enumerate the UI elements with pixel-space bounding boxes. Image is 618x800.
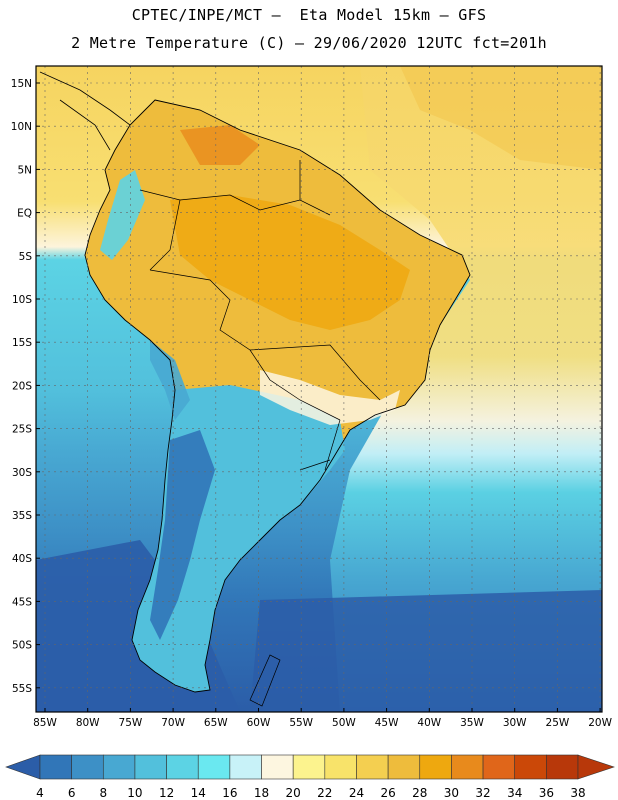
colorbar-label: 34 — [507, 786, 522, 800]
colorbar-label: 12 — [159, 786, 174, 800]
colorbar-box — [166, 754, 199, 780]
central-andes-cool — [150, 340, 190, 420]
lat-label: 45S — [12, 596, 32, 608]
colorbar-box — [514, 754, 547, 780]
latitude-labels: 15N 10N 5N EQ 5S 10S 15S 20S 25S 30S 35S 40S 45S 50S 5… — [11, 78, 40, 695]
longitude-labels: 85W 80W 75W 70W 65W 60W 55W 50W 45W 40W 35W 30W 25W 2… — [33, 708, 613, 729]
colorbar-box — [292, 754, 326, 780]
colorbar-box — [102, 754, 136, 780]
north-atlantic-warm — [400, 66, 602, 170]
colorbar-label: 26 — [380, 786, 395, 800]
colorbar-under-triangle — [5, 754, 41, 780]
lat-label: 50S — [12, 640, 32, 652]
colorbar-label: 24 — [349, 786, 364, 800]
colorbar-box — [197, 754, 231, 780]
lat-label: 10N — [11, 121, 32, 133]
colorbar: 4 6 8 10 12 14 16 18 20 22 24 26 28 30 32 34 36 38 — [5, 754, 615, 800]
lon-label: 35W — [460, 717, 484, 729]
colorbar-label: 32 — [475, 786, 490, 800]
colorbar-box — [229, 754, 262, 780]
lon-label: 20W — [588, 717, 612, 729]
lon-label: 50W — [332, 717, 356, 729]
colorbar-box — [451, 754, 484, 780]
colorbar-label: 28 — [412, 786, 427, 800]
map-frame — [35, 65, 603, 713]
title-line-1: CPTEC/INPE/MCT – Eta Model 15km – GFS — [131, 6, 487, 24]
colorbar-label: 18 — [254, 786, 269, 800]
transition-band — [260, 370, 400, 425]
lat-label: 15N — [11, 78, 32, 90]
lon-label: 30W — [503, 717, 527, 729]
colorbar-box — [387, 754, 421, 780]
lon-label: 85W — [33, 717, 57, 729]
lon-label: 25W — [546, 717, 570, 729]
colorbar-label: 16 — [222, 786, 237, 800]
lat-label: 10S — [12, 294, 32, 306]
lat-label: 55S — [12, 683, 32, 695]
colorbar-box — [419, 754, 452, 780]
central-america-coast — [39, 71, 131, 151]
colorbar-label: 22 — [317, 786, 332, 800]
lat-label: 5N — [17, 164, 32, 176]
colorbar-label: 8 — [99, 786, 107, 800]
venezuela-hot — [180, 125, 260, 165]
colorbar-box — [39, 754, 72, 780]
colorbar-box — [482, 754, 516, 780]
lat-label: 35S — [12, 510, 32, 522]
lon-label: 80W — [76, 717, 100, 729]
colorbar-box — [134, 754, 167, 780]
colorbar-box — [546, 754, 579, 780]
lat-label: EQ — [17, 208, 32, 220]
lon-label: 65W — [204, 717, 228, 729]
colorbar-box — [261, 754, 294, 780]
colorbar-box — [324, 754, 357, 780]
colorbar-label: 20 — [286, 786, 301, 800]
lat-label: 25S — [12, 424, 32, 436]
andes-cold — [150, 430, 215, 640]
lon-label: 70W — [161, 717, 185, 729]
falklands — [249, 654, 281, 707]
north-andes-cool — [100, 170, 145, 260]
atlantic-field — [330, 66, 602, 712]
lon-label: 75W — [119, 717, 143, 729]
amazon-hot — [170, 195, 410, 330]
lat-label: 30S — [12, 467, 32, 479]
coastline — [84, 99, 471, 693]
lon-label: 45W — [375, 717, 399, 729]
colorbar-label: 10 — [127, 786, 142, 800]
title-line-2: 2 Metre Temperature (C) – 29/06/2020 12U… — [71, 34, 547, 52]
colorbar-box — [71, 754, 104, 780]
colorbar-label: 36 — [539, 786, 554, 800]
map-area — [36, 66, 602, 712]
country-borders — [139, 160, 381, 471]
colorbar-label: 30 — [444, 786, 459, 800]
graticule — [36, 66, 602, 712]
colorbar-box — [356, 754, 389, 780]
lat-label: 5S — [19, 251, 33, 263]
colorbar-label: 6 — [68, 786, 76, 800]
colorbar-label: 4 — [36, 786, 44, 800]
colorbar-over-triangle — [577, 754, 615, 780]
colorbar-label: 14 — [191, 786, 206, 800]
south-atlantic-cold — [250, 590, 602, 712]
colorbar-label: 38 — [570, 786, 585, 800]
lon-label: 55W — [289, 717, 313, 729]
lat-label: 15S — [12, 337, 32, 349]
lat-label: 20S — [12, 380, 32, 392]
lon-label: 40W — [417, 717, 441, 729]
lat-label: 40S — [12, 553, 32, 565]
lon-label: 60W — [247, 717, 271, 729]
